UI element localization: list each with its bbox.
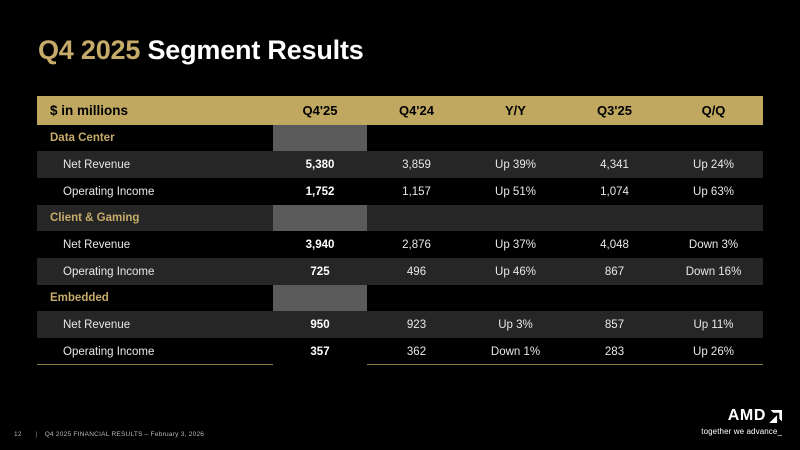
cell-q325: 1,074 — [565, 178, 664, 205]
section-spacer — [664, 205, 763, 231]
cell-q424: 2,876 — [367, 231, 466, 258]
cell-qq: Down 16% — [664, 258, 763, 285]
cell-q424: 362 — [367, 338, 466, 365]
section-spacer — [466, 205, 565, 231]
cell-q425: 3,940 — [273, 231, 367, 258]
cell-value: 357 — [310, 345, 330, 358]
cell-qq: Up 24% — [664, 151, 763, 178]
cell-qq: Up 63% — [664, 178, 763, 205]
cell-yy: Up 3% — [466, 311, 565, 338]
title-main: Segment Results — [147, 35, 364, 65]
row-label: Operating Income — [37, 338, 273, 365]
section-spacer — [273, 125, 367, 151]
amd-tagline: together we advance_ — [701, 427, 782, 436]
footer-separator: | — [35, 431, 38, 438]
section-header-row: Data Center — [37, 125, 763, 151]
segment-results-table: $ in millions Q4'25 Q4'24 Y/Y Q3'25 Q/Q … — [37, 96, 763, 365]
amd-wordmark: AMD — [727, 407, 766, 424]
footer-text: Q4 2025 FINANCIAL RESULTS – February 3, … — [44, 431, 205, 438]
page-title: Q4 2025 Segment Results — [38, 37, 364, 64]
table-row: Net Revenue 5,380 3,859 Up 39% 4,341 Up … — [37, 151, 763, 178]
section-spacer — [367, 285, 466, 311]
cell-q425: 5,380 — [273, 151, 367, 178]
row-label: Operating Income — [37, 178, 273, 205]
amd-arrow-icon — [769, 409, 782, 423]
slide-footer: 12 | Q4 2025 FINANCIAL RESULTS – Februar… — [14, 431, 204, 438]
table-row: Operating Income 725 496 Up 46% 867 Down… — [37, 258, 763, 285]
section-header-row: Client & Gaming — [37, 205, 763, 231]
table-row: Operating Income 357 362 Down 1% 283 Up … — [37, 338, 763, 365]
section-spacer — [273, 285, 367, 311]
cell-q325: 4,341 — [565, 151, 664, 178]
row-label: Operating Income — [37, 258, 273, 285]
cell-q425: 950 — [273, 311, 367, 338]
section-header-row: Embedded — [37, 285, 763, 311]
title-accent: Q4 2025 — [38, 35, 141, 65]
section-spacer — [466, 125, 565, 151]
cell-q424: 1,157 — [367, 178, 466, 205]
column-header-qq: Q/Q — [664, 96, 763, 125]
cell-yy: Up 51% — [466, 178, 565, 205]
section-label-client-gaming: Client & Gaming — [37, 205, 273, 231]
cell-q325: 867 — [565, 258, 664, 285]
section-label-data-center: Data Center — [37, 125, 273, 151]
cell-qq: Up 11% — [664, 311, 763, 338]
row-label: Net Revenue — [37, 311, 273, 338]
cell-yy: Up 39% — [466, 151, 565, 178]
cell-yy: Up 37% — [466, 231, 565, 258]
section-spacer — [565, 125, 664, 151]
table-row: Net Revenue 950 923 Up 3% 857 Up 11% — [37, 311, 763, 338]
cell-value: 1,752 — [305, 185, 335, 198]
section-spacer — [664, 125, 763, 151]
section-spacer — [367, 125, 466, 151]
cell-q325: 283 — [565, 338, 664, 365]
cell-value: 725 — [310, 265, 330, 278]
table-header-row: $ in millions Q4'25 Q4'24 Y/Y Q3'25 Q/Q — [37, 96, 763, 125]
cell-q424: 3,859 — [367, 151, 466, 178]
cell-value: 3,940 — [305, 238, 335, 251]
column-header-units: $ in millions — [37, 96, 273, 125]
page-number: 12 — [14, 431, 22, 438]
cell-value: 5,380 — [305, 158, 335, 171]
cell-q325: 857 — [565, 311, 664, 338]
column-header-q325: Q3'25 — [565, 96, 664, 125]
section-spacer — [466, 285, 565, 311]
section-spacer — [664, 285, 763, 311]
section-label-embedded: Embedded — [37, 285, 273, 311]
column-header-q424: Q4'24 — [367, 96, 466, 125]
row-label: Net Revenue — [37, 151, 273, 178]
cell-value: 950 — [310, 318, 330, 331]
cell-q425: 725 — [273, 258, 367, 285]
section-spacer — [367, 205, 466, 231]
cell-q425: 357 — [273, 338, 367, 365]
section-spacer — [273, 205, 367, 231]
cell-qq: Up 26% — [664, 338, 763, 365]
section-spacer — [565, 205, 664, 231]
column-header-yy: Y/Y — [466, 96, 565, 125]
cell-yy: Up 46% — [466, 258, 565, 285]
column-header-q425: Q4'25 — [273, 96, 367, 125]
row-label: Net Revenue — [37, 231, 273, 258]
table-row: Net Revenue 3,940 2,876 Up 37% 4,048 Dow… — [37, 231, 763, 258]
cell-q424: 923 — [367, 311, 466, 338]
cell-q325: 4,048 — [565, 231, 664, 258]
cell-q425: 1,752 — [273, 178, 367, 205]
cell-q424: 496 — [367, 258, 466, 285]
table-bottom-rule — [37, 364, 763, 365]
section-spacer — [565, 285, 664, 311]
cell-yy: Down 1% — [466, 338, 565, 365]
amd-logo: AMD together we advance_ — [701, 408, 782, 436]
table-row: Operating Income 1,752 1,157 Up 51% 1,07… — [37, 178, 763, 205]
cell-qq: Down 3% — [664, 231, 763, 258]
